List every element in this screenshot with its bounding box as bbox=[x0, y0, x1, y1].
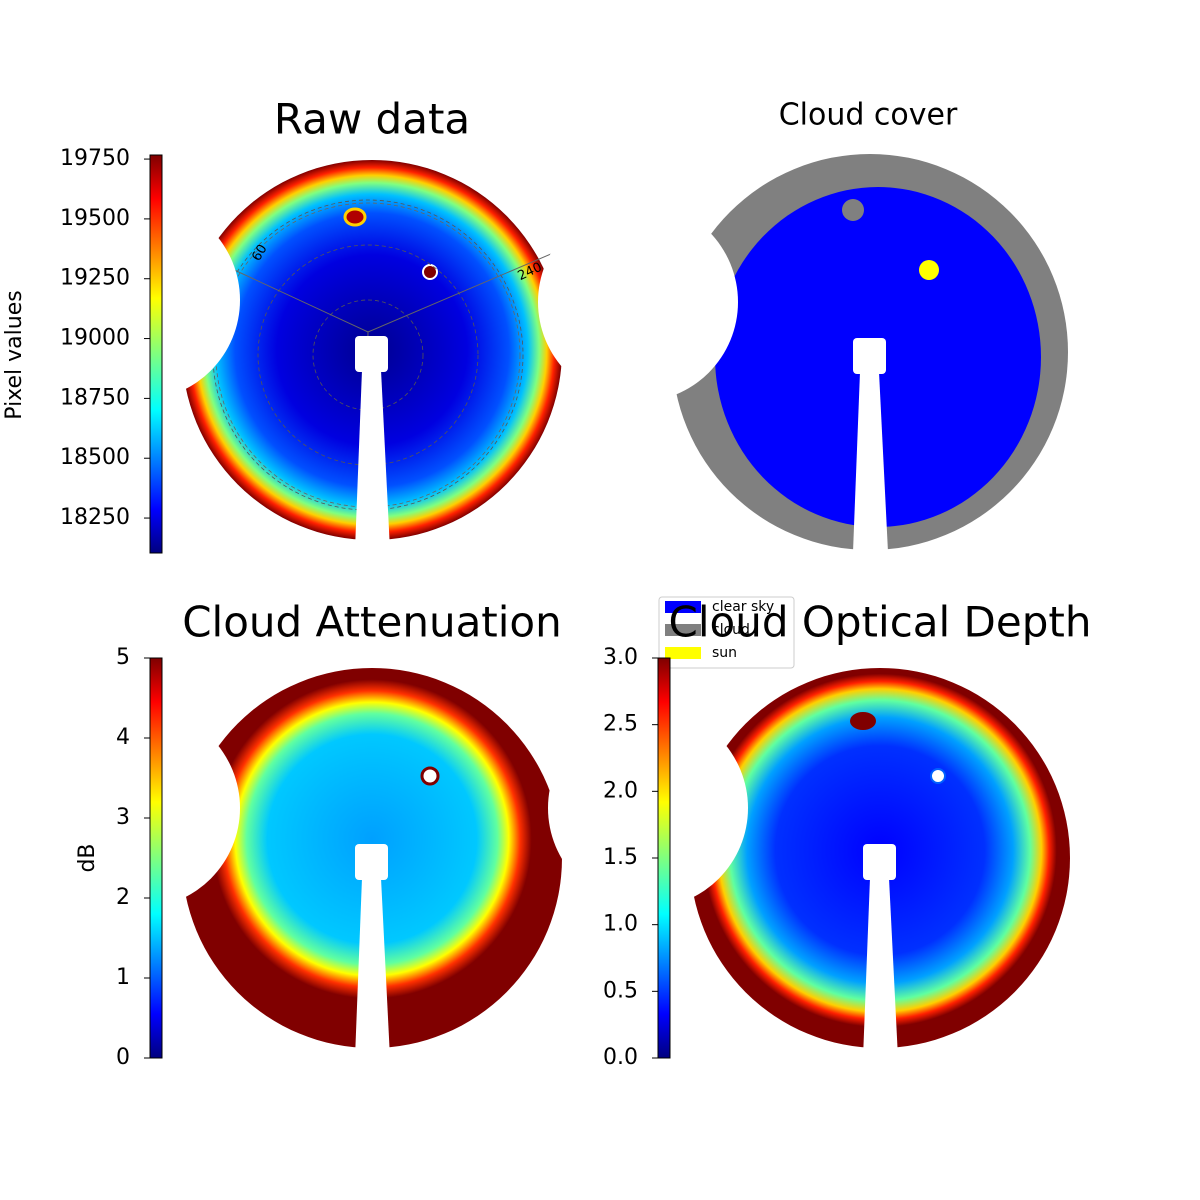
mask-box bbox=[355, 336, 388, 372]
sun bbox=[930, 768, 946, 784]
colorbar-tick-label: 2 bbox=[116, 885, 130, 910]
sun-glint bbox=[850, 712, 876, 730]
mask-box bbox=[853, 338, 886, 374]
mask-bite bbox=[40, 708, 240, 908]
panel-title: Raw data bbox=[274, 95, 470, 144]
colorbar-tick-label: 0.0 bbox=[603, 1045, 638, 1070]
colorbar-tick-label: 3 bbox=[116, 805, 130, 830]
mask-box bbox=[355, 844, 388, 880]
sun bbox=[420, 766, 440, 786]
colorbar-label: dB bbox=[75, 843, 100, 872]
panel-title: Cloud Optical Depth bbox=[669, 598, 1092, 647]
panel: Cloud cover clear sky cloud sun bbox=[538, 98, 1068, 669]
colorbar-tick-label: 4 bbox=[116, 725, 130, 750]
colorbar-tick-label: 1 bbox=[116, 965, 130, 990]
colorbar-tick-label: 18250 bbox=[60, 505, 130, 530]
colorbar-tick-label: 2.5 bbox=[603, 712, 638, 737]
sun-region bbox=[919, 260, 939, 280]
mask-stem bbox=[355, 370, 390, 550]
mask-stem bbox=[863, 878, 898, 1058]
colorbar-tick-label: 19000 bbox=[60, 326, 130, 351]
sun-glint bbox=[343, 207, 367, 227]
legend: clear sky cloud sun bbox=[658, 596, 795, 669]
sun bbox=[422, 264, 438, 280]
polar-ring bbox=[257, 244, 479, 466]
panel: Raw data12060240182501850018750190001925… bbox=[2, 95, 573, 554]
colorbar-label: Pixel values bbox=[2, 290, 27, 419]
cloud-patch bbox=[842, 199, 864, 221]
panel-title: Cloud cover bbox=[779, 98, 958, 133]
legend-label: cloud bbox=[712, 622, 750, 638]
polar-label: 60 bbox=[249, 242, 270, 264]
mask-bite bbox=[548, 708, 748, 908]
mask-bite bbox=[40, 200, 240, 400]
legend-swatch bbox=[665, 601, 701, 613]
colorbar-tick-label: 19750 bbox=[60, 146, 130, 171]
mask-stem bbox=[853, 372, 888, 552]
colorbar-tick-label: 2.0 bbox=[603, 778, 638, 803]
colorbar-tick-label: 18750 bbox=[60, 385, 130, 410]
legend-label: clear sky bbox=[712, 599, 774, 615]
legend-label: sun bbox=[712, 645, 737, 661]
colorbar-tick-label: 3.0 bbox=[603, 645, 638, 670]
mask-box bbox=[863, 844, 896, 880]
colorbar-tick-label: 0.5 bbox=[603, 978, 638, 1003]
panel: Cloud Optical Depth 0.0 0.5 1.0 1.5 2.0 2.5 3.0 bbox=[548, 598, 1092, 1070]
colorbar-tick-label: 19250 bbox=[60, 266, 130, 291]
colorbar-tick-label: 18500 bbox=[60, 445, 130, 470]
mask-stem bbox=[355, 878, 390, 1058]
panel-title: Cloud Attenuation bbox=[182, 598, 562, 647]
legend-swatch bbox=[665, 647, 701, 659]
colorbar bbox=[657, 657, 671, 1059]
colorbar-tick-label: 1.5 bbox=[603, 845, 638, 870]
colorbar-tick-label: 0 bbox=[116, 1045, 130, 1070]
panels: Raw data12060240182501850018750190001925… bbox=[2, 95, 1091, 1071]
legend-swatch bbox=[665, 624, 701, 636]
colorbar bbox=[149, 657, 163, 1059]
colorbar bbox=[149, 154, 163, 554]
panel: Cloud Attenuation 0 1 2 3 4 5 dB bbox=[40, 598, 562, 1070]
mask-bite bbox=[538, 202, 738, 402]
colorbar-tick-label: 5 bbox=[116, 645, 130, 670]
colorbar-tick-label: 19500 bbox=[60, 206, 130, 231]
colorbar-tick-label: 1.0 bbox=[603, 912, 638, 937]
